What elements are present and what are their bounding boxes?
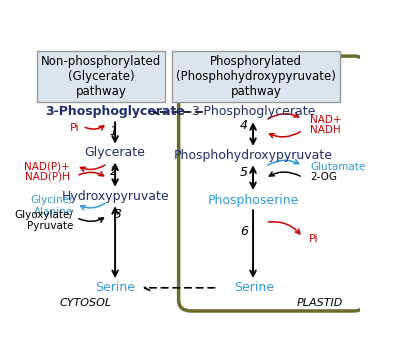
Text: Serine: Serine bbox=[95, 281, 135, 294]
Text: NAD+: NAD+ bbox=[310, 115, 342, 125]
Text: Glutamate: Glutamate bbox=[310, 162, 366, 172]
Text: Phosphorylated
(Phosphohydroxypyruvate)
pathway: Phosphorylated (Phosphohydroxypyruvate) … bbox=[176, 55, 336, 98]
Text: Non-phosphorylated
(Glycerate)
pathway: Non-phosphorylated (Glycerate) pathway bbox=[41, 55, 161, 98]
Text: Pi: Pi bbox=[70, 123, 80, 133]
Text: 4: 4 bbox=[240, 119, 248, 132]
Text: PLASTID: PLASTID bbox=[296, 298, 343, 308]
Text: NAD(P)H: NAD(P)H bbox=[25, 172, 70, 182]
Text: Phosphohydroxypyruvate: Phosphohydroxypyruvate bbox=[174, 149, 332, 162]
Text: 1: 1 bbox=[110, 125, 118, 138]
Text: 2: 2 bbox=[110, 165, 118, 178]
Text: NADH: NADH bbox=[310, 125, 341, 135]
Text: 6: 6 bbox=[240, 225, 248, 239]
Text: Hydroxypyruvate: Hydroxypyruvate bbox=[61, 190, 169, 203]
Text: 3: 3 bbox=[114, 208, 122, 221]
Text: Glycine/
Alanine: Glycine/ Alanine bbox=[31, 195, 73, 217]
Text: Pi: Pi bbox=[309, 234, 318, 244]
Text: NAD(P)+: NAD(P)+ bbox=[24, 161, 70, 171]
Text: 5: 5 bbox=[240, 166, 248, 179]
Text: 2-OG: 2-OG bbox=[310, 172, 337, 182]
Text: Phosphoserine: Phosphoserine bbox=[207, 194, 299, 207]
Text: 3-Phosphoglycerate: 3-Phosphoglycerate bbox=[191, 105, 315, 119]
Text: Glyoxylate/
Pyruvate: Glyoxylate/ Pyruvate bbox=[14, 210, 73, 231]
Text: 3-Phosphoglycerate: 3-Phosphoglycerate bbox=[45, 105, 185, 119]
Text: Serine: Serine bbox=[234, 281, 275, 294]
Text: Glycerate: Glycerate bbox=[85, 146, 146, 159]
Text: CYTOSOL: CYTOSOL bbox=[59, 298, 112, 308]
